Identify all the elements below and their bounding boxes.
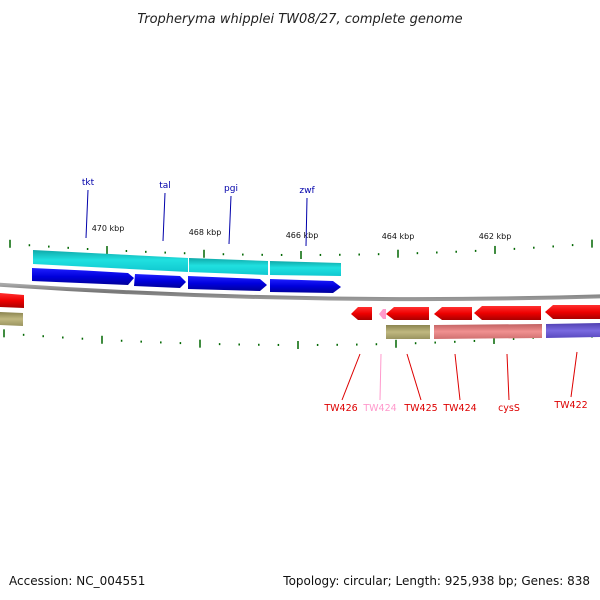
callout-tkt xyxy=(85,189,89,239)
cds-tw425-light[interactable] xyxy=(386,325,430,339)
reverse-cds-light-track xyxy=(386,323,600,339)
gene-label-tw424-pink[interactable]: TW424 xyxy=(362,403,396,414)
gene-label-zwf[interactable]: zwf xyxy=(299,186,315,196)
gene-label-tkt[interactable]: tkt xyxy=(82,178,95,188)
cds-cyss[interactable] xyxy=(474,306,541,320)
callout-tw424 xyxy=(454,353,461,401)
gene-label-tw425[interactable]: TW425 xyxy=(403,403,437,414)
cds-pgi-light[interactable] xyxy=(270,261,341,276)
scale-label-468: 468 kbp xyxy=(189,228,222,237)
cds-tkt[interactable] xyxy=(32,268,134,285)
callout-tw426 xyxy=(341,353,361,401)
genome-backbone xyxy=(0,282,600,302)
gene-label-tw424[interactable]: TW424 xyxy=(442,403,476,414)
gene-label-tw422[interactable]: TW422 xyxy=(553,400,587,411)
cds-tw425[interactable] xyxy=(386,307,429,320)
cds-tw424-pink[interactable] xyxy=(379,309,386,319)
gene-label-cyss[interactable]: cysS xyxy=(498,403,520,414)
cds-zwf[interactable] xyxy=(270,279,341,293)
callout-tw424-pink xyxy=(379,353,382,401)
genome-summary-text: Topology: circular; Length: 925,938 bp; … xyxy=(282,574,590,588)
cds-tkt-light[interactable] xyxy=(33,250,188,272)
scale-label-466: 466 kbp xyxy=(286,231,319,240)
outer-tick-ring xyxy=(9,239,593,259)
scale-label-462: 462 kbp xyxy=(479,232,512,241)
cds-tw426[interactable] xyxy=(351,307,372,320)
cds-left-olive-fragment[interactable] xyxy=(0,312,23,326)
gene-label-tal[interactable]: tal xyxy=(159,181,171,191)
callout-tw425 xyxy=(406,353,422,401)
callout-tal xyxy=(162,192,166,242)
cds-tw422[interactable] xyxy=(545,305,600,319)
scale-label-470: 470 kbp xyxy=(92,224,125,233)
cds-left-red-fragment[interactable] xyxy=(0,293,24,308)
top-gene-labels: tkt tal pgi zwf xyxy=(82,178,316,196)
cds-tal-light[interactable] xyxy=(189,258,268,275)
forward-cds-light-track xyxy=(33,250,341,276)
bottom-gene-labels: TW426 TW424 TW425 TW424 cysS TW422 xyxy=(323,400,587,414)
gene-label-tw426[interactable]: TW426 xyxy=(323,403,357,414)
callout-tw422 xyxy=(570,351,578,398)
cds-tal[interactable] xyxy=(134,274,186,288)
gene-label-pgi[interactable]: pgi xyxy=(224,184,238,194)
top-callout-lines xyxy=(85,189,308,247)
map-title: Tropheryma whipplei TW08/27, complete ge… xyxy=(137,12,462,27)
forward-cds-track xyxy=(32,268,341,293)
cds-pgi[interactable] xyxy=(188,276,267,291)
callout-zwf xyxy=(305,197,308,247)
cds-tw424[interactable] xyxy=(434,307,472,320)
cds-tw424-cyss-light[interactable] xyxy=(434,324,542,339)
cds-tw422-light[interactable] xyxy=(546,323,600,338)
bottom-callout-lines xyxy=(341,351,578,401)
callout-cyss xyxy=(506,353,510,401)
scale-label-464: 464 kbp xyxy=(382,232,415,241)
accession-text: Accession: NC_004551 xyxy=(9,574,145,588)
scale-labels: 470 kbp 468 kbp 466 kbp 464 kbp 462 kbp xyxy=(92,224,512,241)
reverse-cds-track xyxy=(351,305,600,320)
callout-pgi xyxy=(228,195,232,245)
